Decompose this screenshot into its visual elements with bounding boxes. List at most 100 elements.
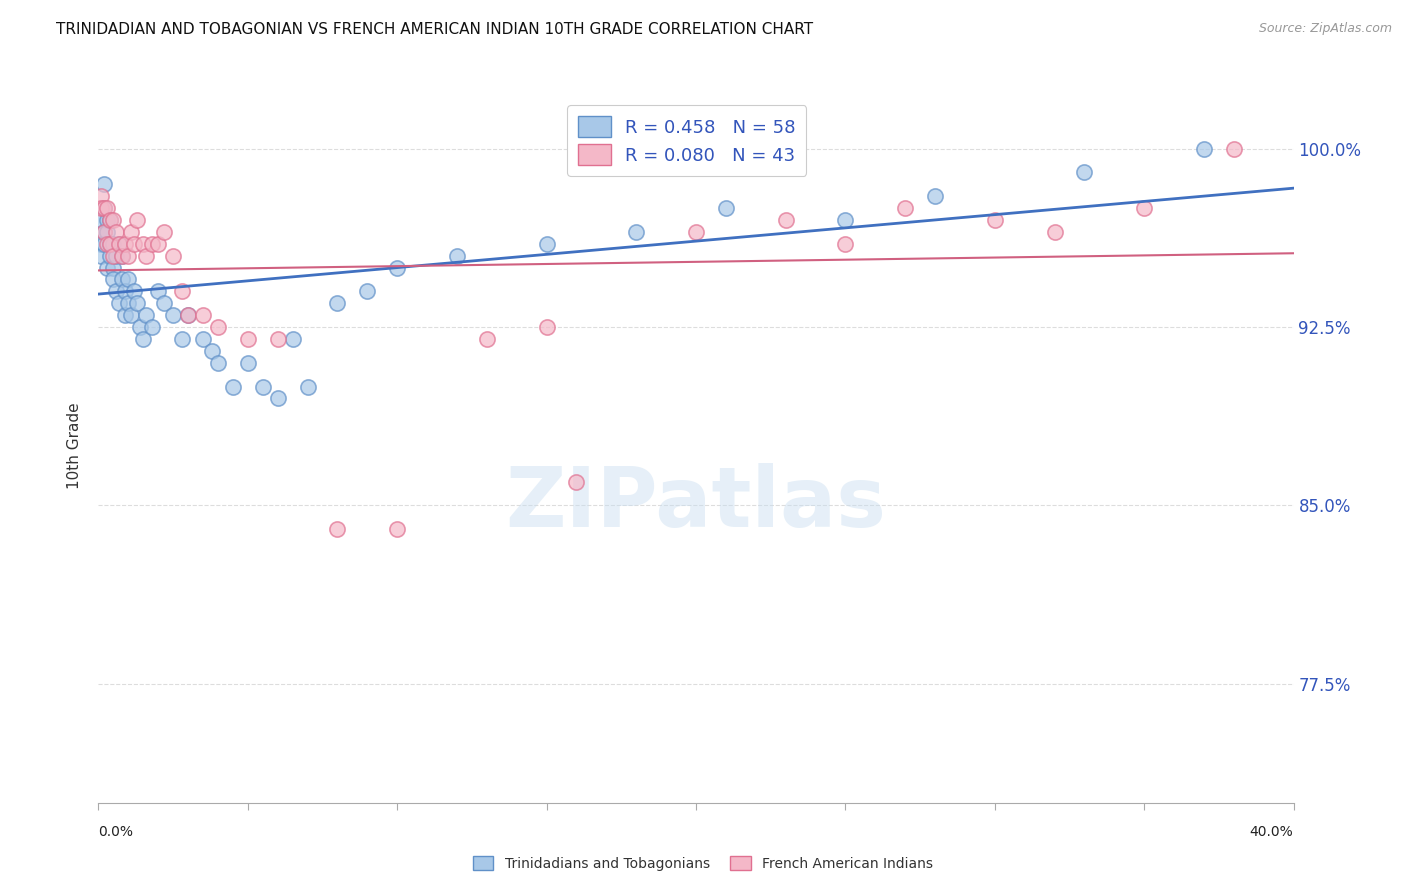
Point <box>191 308 214 322</box>
Point <box>93 178 115 192</box>
Point <box>894 201 917 215</box>
Point <box>103 249 125 263</box>
Point <box>207 320 229 334</box>
Point <box>536 236 558 251</box>
Point <box>105 249 128 263</box>
Point <box>565 475 588 489</box>
Point <box>141 236 163 251</box>
Point <box>356 285 378 299</box>
Point <box>93 225 115 239</box>
Point <box>93 225 115 239</box>
Point <box>984 213 1007 227</box>
Point <box>93 201 115 215</box>
Point <box>172 285 194 299</box>
Text: 40.0%: 40.0% <box>1250 825 1294 839</box>
Point <box>90 201 112 215</box>
Point <box>385 260 409 275</box>
Point <box>117 296 139 310</box>
Point <box>1073 165 1095 179</box>
Point <box>96 225 118 239</box>
Point <box>93 236 115 251</box>
Point <box>1223 142 1246 156</box>
Point <box>117 249 139 263</box>
Point <box>236 356 259 370</box>
Point <box>100 236 122 251</box>
Point <box>105 225 128 239</box>
Point <box>141 320 163 334</box>
Point <box>90 213 112 227</box>
Point <box>1133 201 1156 215</box>
Point <box>177 308 200 322</box>
Point <box>297 379 319 393</box>
Point <box>108 236 131 251</box>
Point <box>111 249 134 263</box>
Point <box>267 332 290 346</box>
Text: Source: ZipAtlas.com: Source: ZipAtlas.com <box>1258 22 1392 36</box>
Point <box>148 236 170 251</box>
Point <box>129 320 152 334</box>
Point <box>162 249 184 263</box>
Point <box>135 249 157 263</box>
Point <box>103 213 125 227</box>
Point <box>100 213 122 227</box>
Point <box>108 296 131 310</box>
Point <box>100 236 122 251</box>
Point <box>267 392 290 406</box>
Point <box>201 343 224 358</box>
Point <box>103 236 125 251</box>
Point <box>153 225 176 239</box>
Point <box>326 522 349 536</box>
Point <box>191 332 214 346</box>
Point <box>96 213 118 227</box>
Point <box>222 379 245 393</box>
Point <box>626 225 648 239</box>
Point <box>834 236 856 251</box>
Point <box>1043 225 1066 239</box>
Point <box>132 236 155 251</box>
Point <box>1192 142 1215 156</box>
Legend: R = 0.458   N = 58, R = 0.080   N = 43: R = 0.458 N = 58, R = 0.080 N = 43 <box>568 105 807 176</box>
Point <box>96 201 118 215</box>
Point <box>111 249 134 263</box>
Point <box>207 356 229 370</box>
Text: ZIPatlas: ZIPatlas <box>506 463 886 543</box>
Point <box>153 296 176 310</box>
Point <box>100 213 122 227</box>
Point <box>124 236 146 251</box>
Point <box>93 201 115 215</box>
Point <box>162 308 184 322</box>
Point <box>114 285 136 299</box>
Point <box>114 236 136 251</box>
Point <box>177 308 200 322</box>
Point <box>103 260 125 275</box>
Point <box>124 285 146 299</box>
Point <box>281 332 304 346</box>
Text: TRINIDADIAN AND TOBAGONIAN VS FRENCH AMERICAN INDIAN 10TH GRADE CORRELATION CHAR: TRINIDADIAN AND TOBAGONIAN VS FRENCH AME… <box>56 22 813 37</box>
Point <box>90 236 112 251</box>
Point <box>714 201 737 215</box>
Point <box>446 249 468 263</box>
Point <box>127 213 149 227</box>
Point <box>135 308 157 322</box>
Point <box>132 332 155 346</box>
Point <box>96 236 118 251</box>
Point <box>685 225 707 239</box>
Point <box>536 320 558 334</box>
Point <box>96 260 118 275</box>
Point <box>236 332 259 346</box>
Point <box>127 296 149 310</box>
Point <box>108 236 131 251</box>
Point <box>775 213 797 227</box>
Point <box>148 285 170 299</box>
Point <box>326 296 349 310</box>
Point <box>834 213 856 227</box>
Point <box>117 272 139 286</box>
Text: 0.0%: 0.0% <box>98 825 134 839</box>
Point <box>90 189 112 203</box>
Point <box>120 225 142 239</box>
Point <box>120 308 142 322</box>
Point <box>475 332 498 346</box>
Point <box>111 272 134 286</box>
Point <box>924 189 946 203</box>
Point <box>114 308 136 322</box>
